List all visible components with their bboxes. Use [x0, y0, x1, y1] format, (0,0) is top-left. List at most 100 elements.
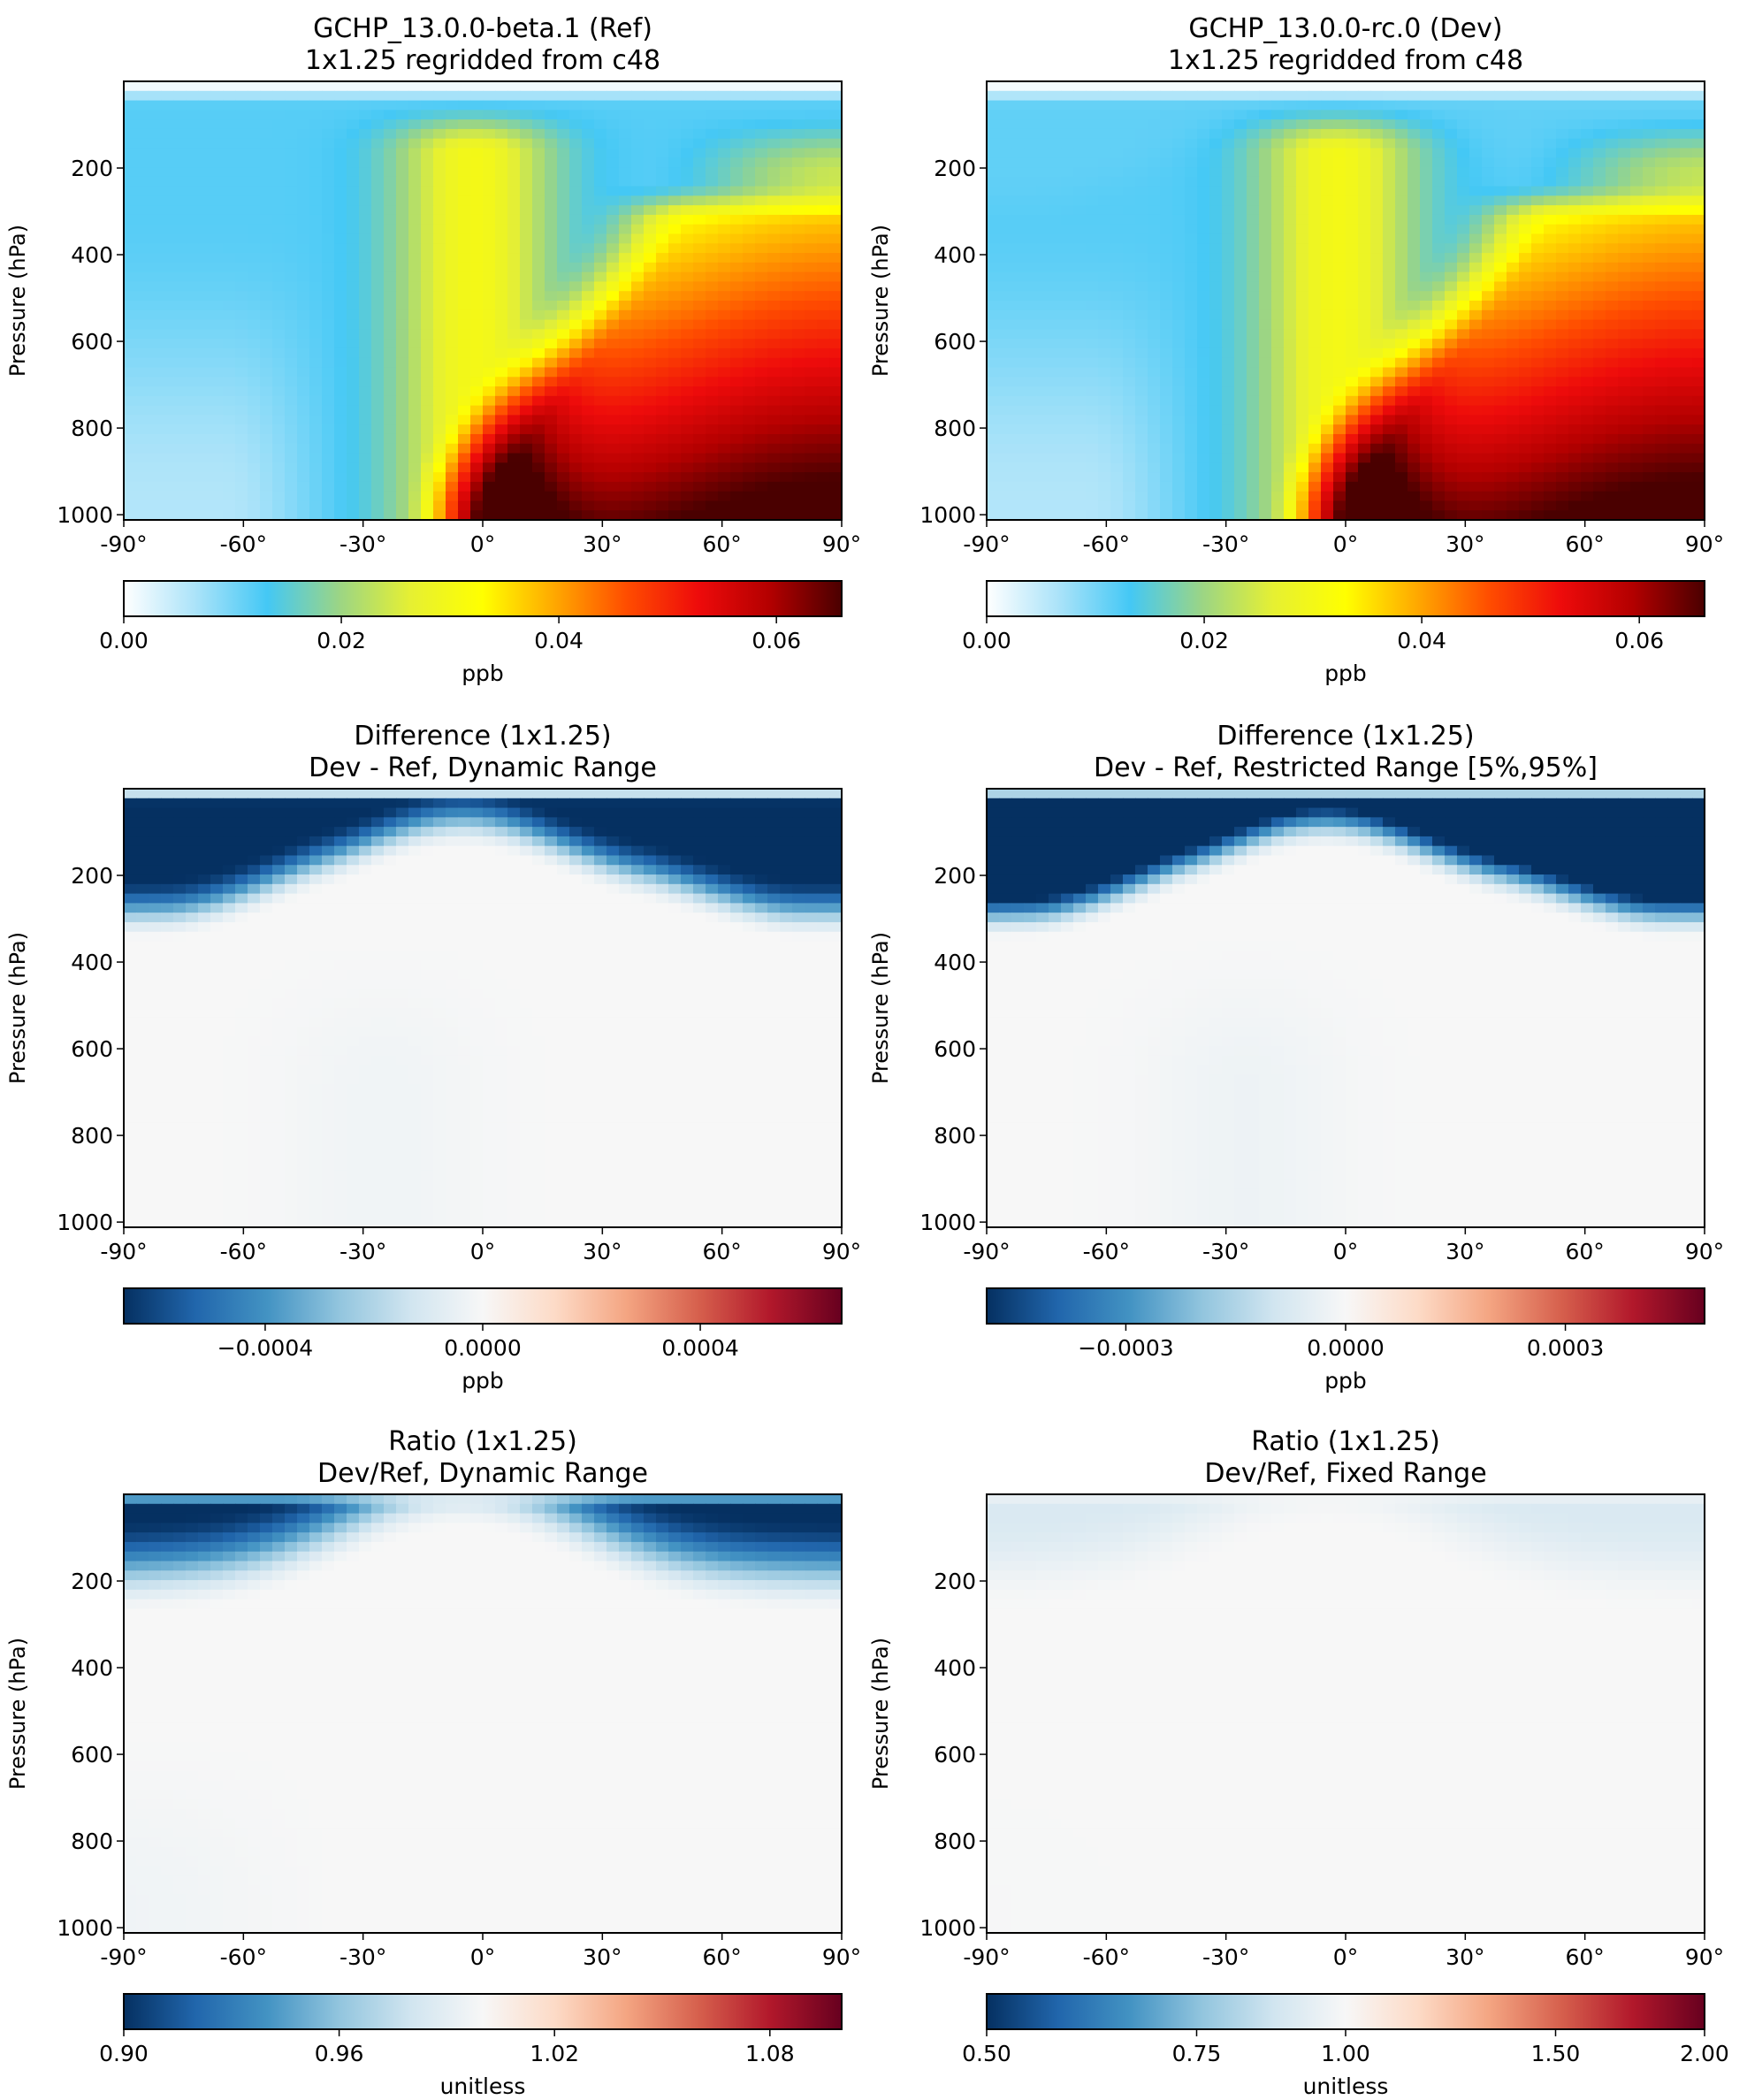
heatmap-cell [681, 128, 694, 140]
heatmap-cell [681, 271, 694, 283]
heatmap-cell [1073, 309, 1087, 321]
heatmap-cell [334, 291, 347, 302]
heatmap-cell [805, 472, 818, 483]
heatmap-cell [656, 119, 669, 130]
heatmap-cell [999, 224, 1012, 235]
heatmap-cell [1544, 415, 1557, 425]
heatmap-cell [347, 339, 360, 349]
heatmap-cell [1507, 90, 1520, 102]
heatmap-cell [569, 138, 583, 149]
heatmap-cell [446, 110, 459, 120]
heatmap-cell [210, 128, 224, 140]
heatmap-cell [260, 433, 273, 445]
heatmap-cell [1148, 443, 1161, 454]
heatmap-cell [693, 243, 706, 254]
heatmap-cell [805, 319, 818, 330]
heatmap-cell [1123, 433, 1136, 445]
heatmap-cell [285, 157, 298, 168]
heatmap-cell [656, 281, 669, 292]
heatmap-cell [520, 433, 533, 445]
heatmap-cell [755, 281, 768, 292]
heatmap-cell [1011, 176, 1025, 187]
heatmap-cell [999, 138, 1012, 149]
heatmap-cell [1482, 167, 1495, 178]
heatmap-cell [483, 100, 496, 111]
heatmap-cell [1234, 233, 1247, 244]
heatmap-cell [384, 148, 397, 158]
heatmap-cell [1655, 443, 1668, 454]
heatmap-cell [433, 148, 446, 158]
heatmap-cell [1296, 443, 1309, 454]
heatmap-cell [520, 500, 533, 511]
heatmap-cell [1420, 157, 1433, 168]
heatmap-cell [149, 453, 162, 463]
heatmap-cell [1643, 90, 1656, 102]
heatmap-cell [730, 224, 744, 235]
heatmap-cell [631, 301, 645, 311]
heatmap-cell [1383, 195, 1396, 206]
heatmap-cell [1185, 138, 1198, 149]
heatmap-cell [396, 195, 409, 206]
heatmap-cell [334, 262, 347, 273]
heatmap-cell [1259, 339, 1272, 349]
heatmap-cell [1209, 405, 1223, 416]
heatmap-cell [545, 157, 558, 168]
heatmap-cell [1593, 157, 1606, 168]
heatmap-cell [198, 148, 211, 158]
heatmap-cell [1643, 291, 1656, 302]
heatmap-cell [631, 405, 645, 416]
heatmap-cell [668, 339, 682, 349]
heatmap-cell [1148, 214, 1161, 225]
heatmap-cell [1432, 367, 1446, 378]
heatmap-cell [186, 100, 199, 111]
heatmap-cell [124, 195, 137, 206]
heatmap-cell [1209, 186, 1223, 196]
heatmap-cell [1420, 186, 1433, 196]
heatmap-cell [557, 424, 570, 435]
heatmap-cell [755, 271, 768, 283]
heatmap-cell [173, 309, 187, 321]
heatmap-cell [371, 176, 385, 187]
heatmap-cell [470, 110, 484, 120]
heatmap-cell [606, 453, 620, 463]
heatmap-cell [987, 81, 1000, 92]
heatmap-cell [210, 110, 224, 120]
heatmap-cell [371, 347, 385, 359]
heatmap-cell [631, 500, 645, 511]
heatmap-cell [1445, 148, 1458, 158]
heatmap-cell [161, 205, 174, 216]
heatmap-cell [161, 157, 174, 168]
heatmap-cell [1630, 128, 1644, 140]
heatmap-cell [483, 309, 496, 321]
heatmap-cell [1680, 329, 1693, 340]
heatmap-cell [718, 128, 731, 140]
heatmap-cell [260, 339, 273, 349]
heatmap-cell [987, 301, 1000, 311]
heatmap-cell [396, 81, 409, 92]
heatmap-cell [1321, 377, 1334, 387]
heatmap-cell [210, 224, 224, 235]
heatmap-cell [780, 271, 793, 283]
heatmap-cell [1383, 424, 1396, 435]
heatmap-cell [755, 433, 768, 445]
heatmap-cell [1383, 214, 1396, 225]
heatmap-cell [1222, 148, 1235, 158]
heatmap-cell [470, 347, 484, 359]
heatmap-cell [1370, 443, 1384, 454]
heatmap-cell [1197, 347, 1210, 359]
heatmap-cell [693, 253, 706, 263]
heatmap-cell [1408, 148, 1421, 158]
heatmap-cell [1185, 329, 1198, 340]
heatmap-cell [730, 510, 744, 521]
heatmap-cell [1321, 176, 1334, 187]
heatmap-cell [371, 405, 385, 416]
heatmap-cell [1507, 100, 1520, 111]
heatmap-cell [1172, 262, 1186, 273]
heatmap-cell [1593, 110, 1606, 120]
heatmap-cell [186, 186, 199, 196]
heatmap-cell [569, 462, 583, 473]
heatmap-cell [1507, 339, 1520, 349]
heatmap-cell [532, 224, 545, 235]
heatmap-cell [223, 167, 236, 178]
heatmap-cell [1197, 119, 1210, 130]
